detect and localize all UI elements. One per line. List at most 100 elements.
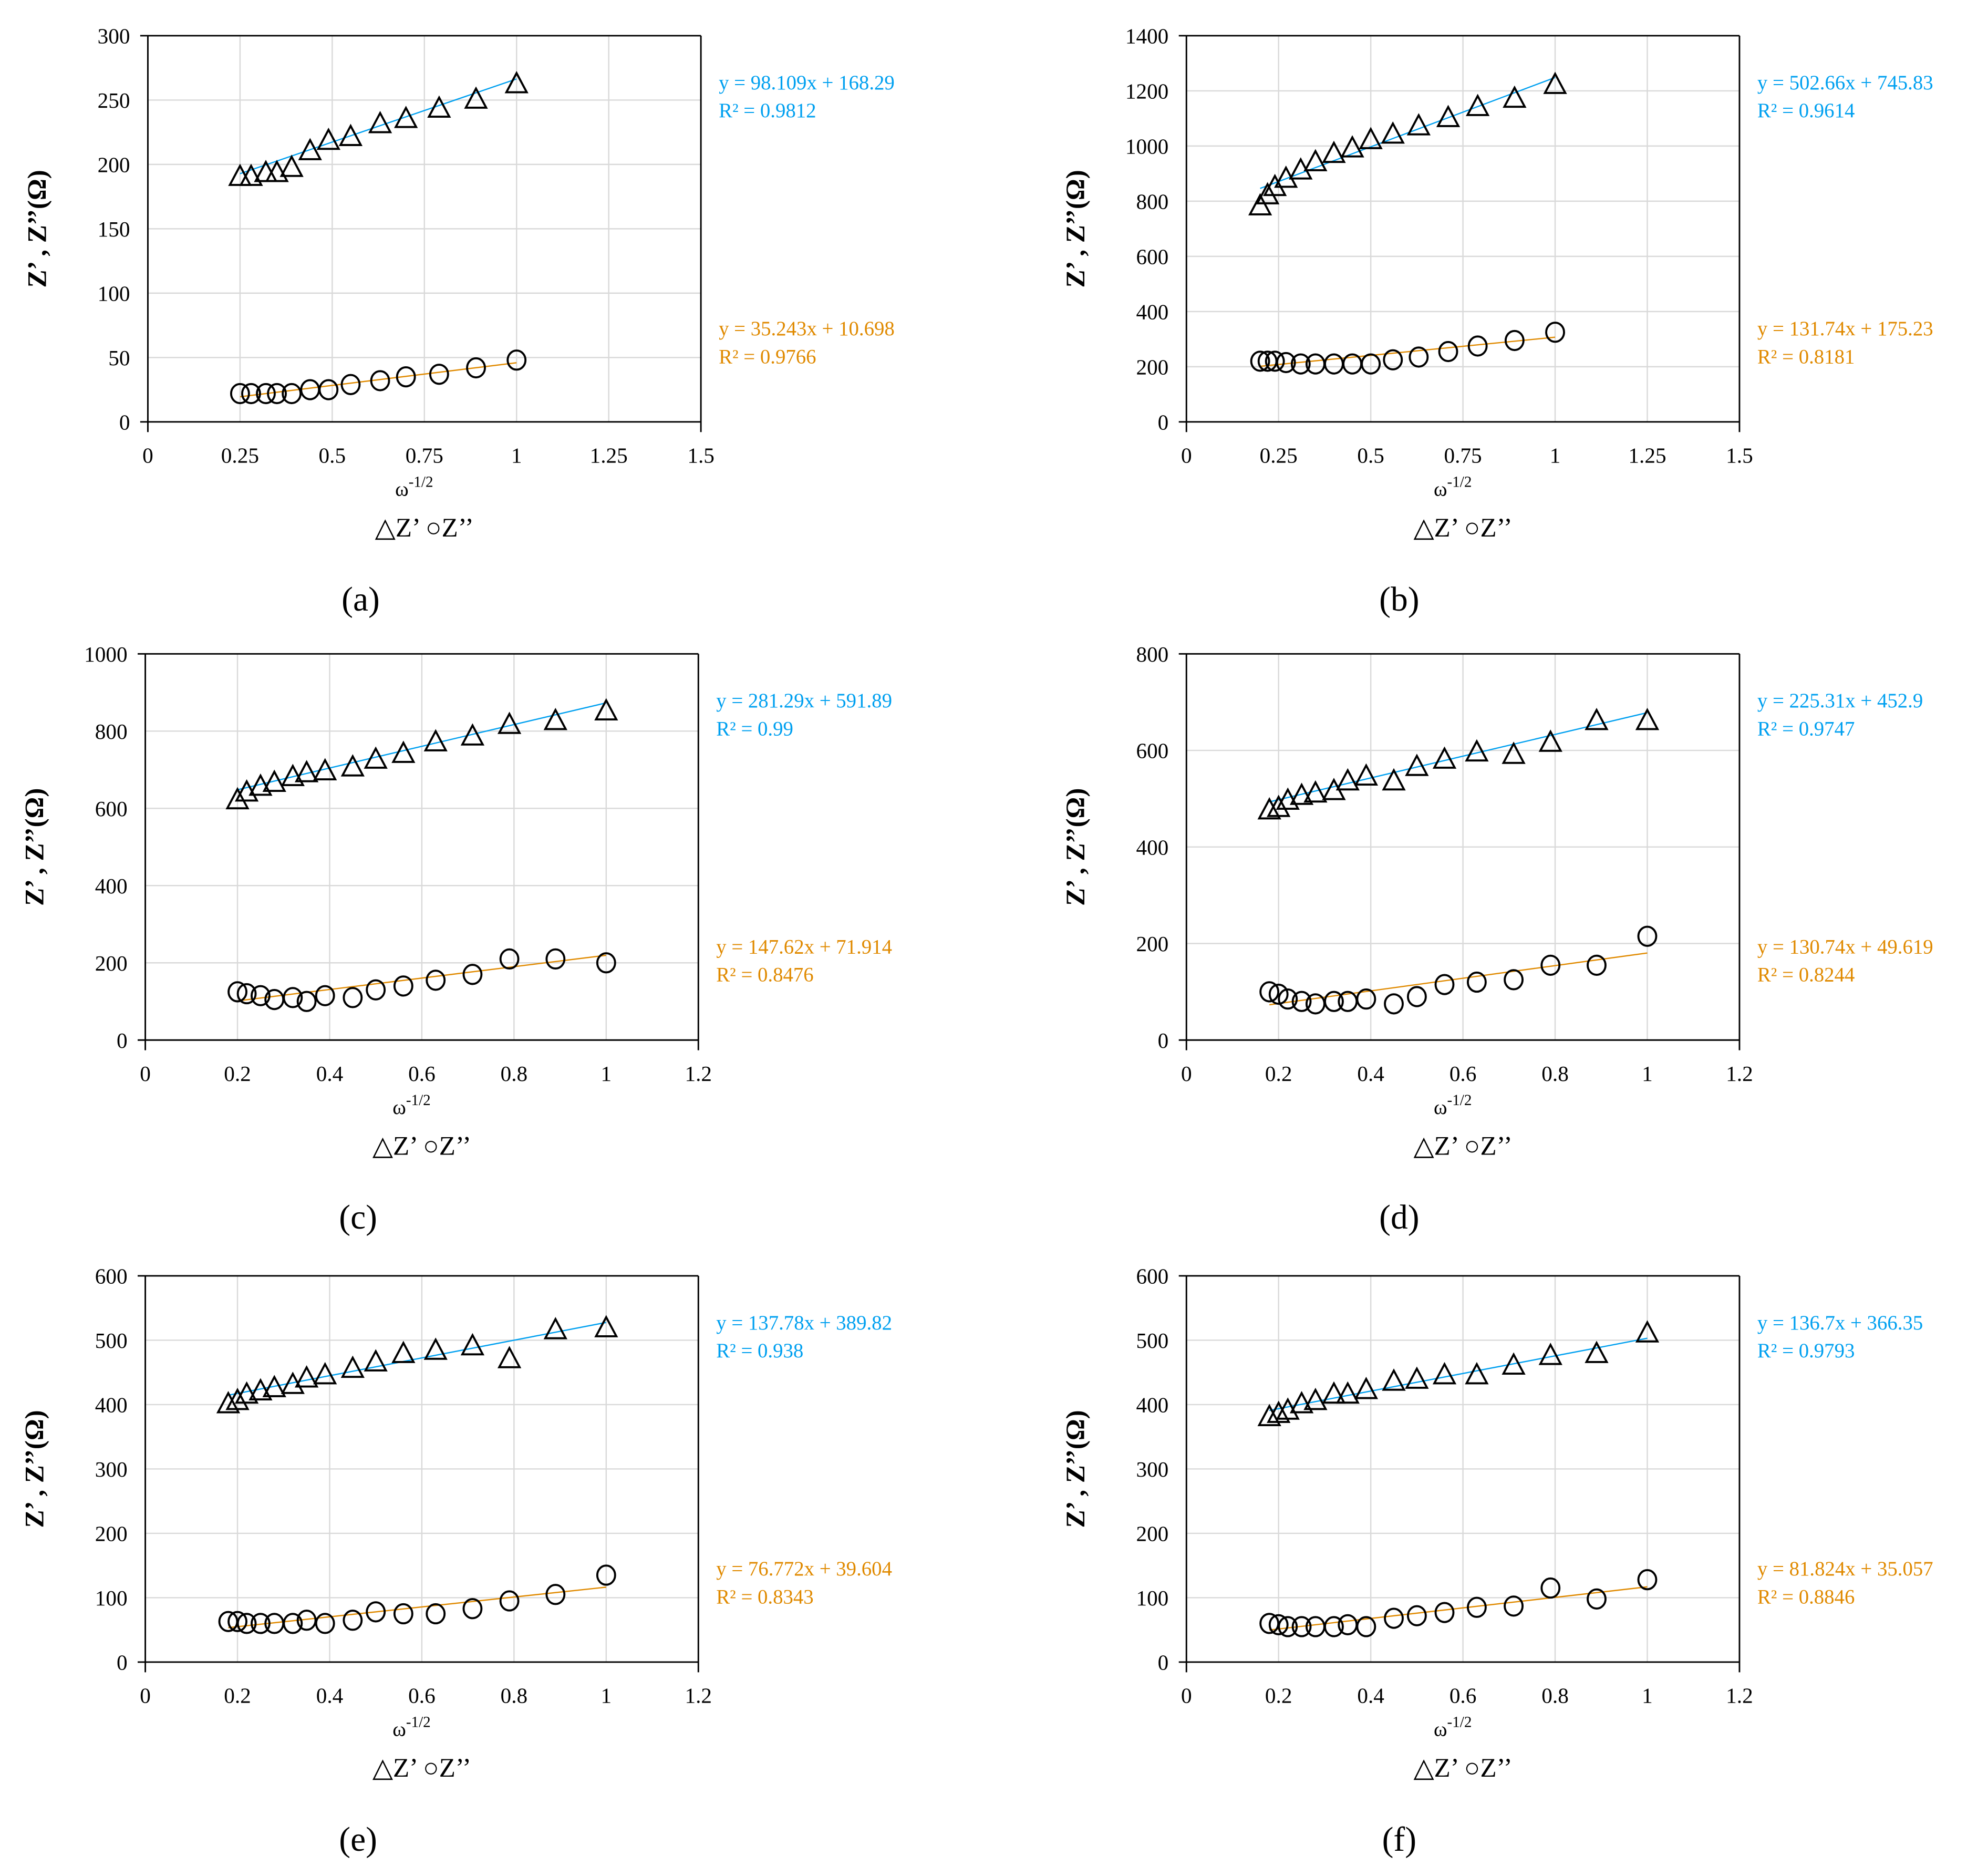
triangle-marker [1303,780,1328,803]
circle-marker [506,349,527,371]
circle-marker [1290,353,1311,375]
triangle-marker [1382,768,1406,791]
panel-label: (b) [1379,581,1419,618]
circle-marker [1434,1602,1455,1623]
triangle-marker [1335,768,1360,791]
triangle-marker [1503,85,1527,108]
y-tick-label: 0 [1158,410,1169,434]
circle-marker [462,964,483,985]
triangle-marker [1436,105,1461,127]
circle-marker [343,987,363,1008]
panel-a: 0 0.25 0.5 0.75 1 1.25 1.5 0 50 100 150 200 250 300 y … [23,24,894,618]
x-tick-label: 0.4 [316,1684,344,1708]
panel-label: (c) [339,1199,377,1236]
triangle-marker [1543,71,1567,94]
r-squared-label: R² = 0.9793 [1757,1339,1855,1362]
trendline-z-double-prime [1269,952,1648,1006]
circle-marker [1466,971,1487,993]
x-tick-label: 0.4 [1357,1684,1384,1708]
circle-marker [283,1613,303,1634]
trendline-equation: y = 35.243x + 10.698 [719,317,895,340]
circle-marker [1305,993,1326,1015]
circle-marker [1305,1616,1326,1637]
legend: △Z’ ○Z’’ [372,1754,471,1783]
circle-marker [1361,353,1381,375]
triangle-marker [340,754,365,777]
circle-marker [343,1610,363,1631]
x-tick-label: 0.2 [224,1684,251,1708]
circle-marker [1504,329,1525,352]
trendline-z-double-prime [237,954,606,1002]
y-tick-label: 1000 [1125,134,1168,158]
x-tick-label: 1.5 [1726,443,1753,467]
panel-e: 0 0.2 0.4 0.6 0.8 1 1.2 0 100 200 300 400 500 600 y = … [20,1264,892,1859]
y-tick-label: 400 [1136,1393,1168,1417]
y-tick-label: 1000 [84,642,127,666]
trendline-equation: y = 131.74x + 175.23 [1757,317,1933,340]
circle-marker [1466,1596,1487,1618]
x-tick-label: 0.6 [408,1684,436,1708]
y-tick-label: 400 [95,1393,128,1417]
x-tick-label: 1 [1642,1061,1653,1086]
triangle-marker [1432,1362,1457,1385]
x-tick-label: 1.25 [1628,443,1666,467]
triangle-marker [1354,1377,1379,1399]
triangle-marker [216,1390,241,1414]
x-tick-label: 1.25 [590,443,628,467]
y-tick-label: 0 [1158,1650,1169,1674]
circle-marker [230,383,250,405]
x-tick-label: 1.2 [1726,1061,1753,1086]
circle-marker [426,1603,446,1625]
circle-marker [1268,1614,1289,1636]
triangle-marker [1538,1343,1562,1365]
circle-marker [1324,1616,1344,1637]
x-tick-label: 1.2 [1726,1684,1753,1708]
x-axis-title-base: ω [1434,1718,1447,1741]
triangle-marker [262,769,286,792]
legend: △Z’ ○Z’’ [375,513,474,543]
trendline-equation: y = 147.62x + 71.914 [716,935,892,958]
triangle-marker [313,1362,337,1385]
y-tick-label: 100 [98,281,130,305]
circle-marker [1467,335,1488,357]
triangle-marker [1585,707,1609,730]
circle-marker [426,970,446,991]
triangle-marker [364,1349,388,1372]
y-tick-label: 0 [119,410,130,434]
y-tick-label: 200 [1136,932,1168,956]
circle-marker [1324,991,1344,1012]
triangle-marker [340,1355,365,1378]
x-axis-title: ω-1/2 [392,1092,430,1119]
y-tick-label: 1400 [1125,24,1168,48]
triangle-marker [391,1341,416,1363]
trendline-z-prime [228,1322,607,1396]
x-tick-label: 0 [140,1061,151,1086]
y-axis-title: Z’ , Z’’(Ω) [1061,1410,1091,1528]
triangle-marker [1340,135,1364,158]
triangle-marker [1248,193,1272,215]
y-tick-label: 400 [95,874,128,898]
circle-marker [393,975,413,997]
panel-c: 0 0.2 0.4 0.6 0.8 1 1.2 0 200 400 600 800 1000 y = 28… [20,642,892,1236]
triangle-marker [225,1387,250,1410]
circle-marker [267,383,287,405]
circle-marker [1504,969,1524,991]
triangle-marker [316,127,340,150]
x-tick-label: 0.2 [1265,1684,1292,1708]
triangle-marker [1405,1366,1429,1389]
x-tick-label: 0.5 [319,443,346,467]
y-tick-label: 200 [98,152,130,177]
x-tick-label: 0 [1181,1684,1192,1708]
x-axis-title-exponent: -1/2 [409,474,433,491]
circle-marker [250,985,271,1006]
trendline-z-prime [1269,712,1648,803]
y-tick-label: 0 [117,1028,128,1053]
circle-marker [227,981,247,1003]
y-tick-label: 300 [1136,1457,1168,1481]
triangle-marker [504,71,529,94]
legend: △Z’ ○Z’’ [1414,1132,1513,1161]
y-axis-title: Z’ , Z’’(Ω) [23,170,52,287]
triangle-marker [1585,1341,1609,1363]
r-squared-label: R² = 0.9812 [719,99,816,122]
circle-marker [1540,954,1561,976]
